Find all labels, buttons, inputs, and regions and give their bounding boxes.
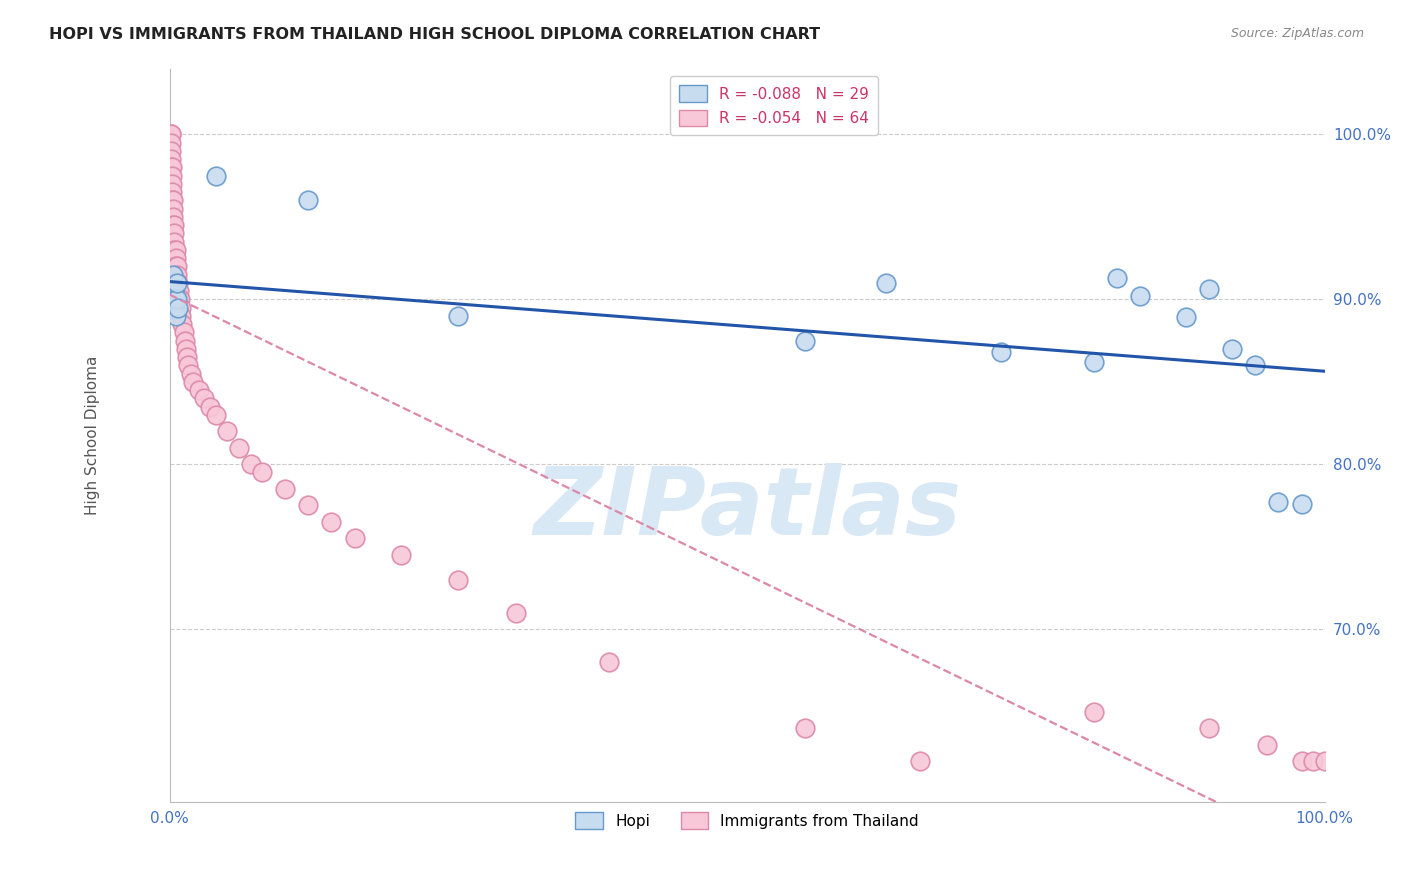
Y-axis label: High School Diploma: High School Diploma <box>86 356 100 515</box>
Point <box>228 441 250 455</box>
Point <box>160 128 183 142</box>
Point <box>166 301 188 315</box>
Legend: Hopi, Immigrants from Thailand: Hopi, Immigrants from Thailand <box>569 806 925 835</box>
Point <box>205 408 228 422</box>
Point <box>166 293 188 307</box>
Point <box>1291 754 1313 768</box>
Point <box>160 169 183 183</box>
Text: Source: ZipAtlas.com: Source: ZipAtlas.com <box>1230 27 1364 40</box>
Point <box>505 606 527 620</box>
Point <box>166 276 188 290</box>
Point <box>1198 721 1220 735</box>
Point <box>160 152 183 166</box>
Point <box>160 276 183 290</box>
Point <box>447 309 470 323</box>
Point <box>274 482 297 496</box>
Point <box>165 251 187 265</box>
Text: HOPI VS IMMIGRANTS FROM THAILAND HIGH SCHOOL DIPLOMA CORRELATION CHART: HOPI VS IMMIGRANTS FROM THAILAND HIGH SC… <box>49 27 820 42</box>
Point <box>162 284 184 298</box>
Point <box>162 202 184 216</box>
Point <box>166 276 188 290</box>
Point <box>177 359 200 373</box>
Point <box>173 334 195 348</box>
Point <box>1198 283 1220 297</box>
Point <box>160 144 183 158</box>
Point <box>162 210 184 224</box>
Point <box>160 161 183 175</box>
Point <box>794 721 817 735</box>
Point <box>162 268 184 282</box>
Point <box>162 301 184 315</box>
Point <box>163 243 186 257</box>
Point <box>198 400 221 414</box>
Point <box>447 573 470 587</box>
Point <box>160 177 183 191</box>
Point <box>160 301 183 315</box>
Point <box>217 424 239 438</box>
Point <box>173 326 195 340</box>
Point <box>166 268 188 282</box>
Point <box>163 284 186 298</box>
Point <box>160 301 183 315</box>
Point <box>163 301 186 315</box>
Point <box>297 194 319 208</box>
Text: ZIPatlas: ZIPatlas <box>533 463 962 555</box>
Point <box>1267 495 1289 509</box>
Point <box>343 532 366 546</box>
Point <box>160 128 183 142</box>
Point <box>297 499 319 513</box>
Point <box>170 301 193 315</box>
Point <box>187 383 209 397</box>
Point <box>162 218 184 232</box>
Point <box>163 235 186 249</box>
Point <box>598 655 620 669</box>
Point <box>181 375 204 389</box>
Point <box>794 334 817 348</box>
Point <box>167 293 190 307</box>
Point <box>160 194 183 208</box>
Point <box>165 260 187 274</box>
Point <box>165 309 187 323</box>
Point <box>170 309 193 323</box>
Point <box>1129 289 1152 303</box>
Point <box>165 243 187 257</box>
Point <box>160 161 183 175</box>
Point <box>160 136 183 150</box>
Point <box>321 515 343 529</box>
Point <box>1083 355 1105 369</box>
Point <box>193 392 215 406</box>
Point <box>166 284 188 298</box>
Point <box>166 276 188 290</box>
Point <box>1105 271 1128 285</box>
Point <box>1244 359 1267 373</box>
Point <box>163 218 186 232</box>
Point <box>166 260 188 274</box>
Point <box>1220 342 1243 356</box>
Point <box>250 466 273 480</box>
Point <box>176 350 198 364</box>
Point <box>1256 738 1278 752</box>
Point <box>1083 705 1105 719</box>
Point <box>160 284 183 298</box>
Point <box>160 185 183 199</box>
Point <box>180 367 202 381</box>
Point <box>174 342 197 356</box>
Point <box>1175 310 1198 325</box>
Point <box>990 345 1012 359</box>
Point <box>162 194 184 208</box>
Point <box>875 276 897 290</box>
Point <box>167 284 190 298</box>
Point <box>1302 754 1324 768</box>
Point <box>389 548 412 562</box>
Point <box>239 457 262 471</box>
Point <box>910 754 932 768</box>
Point <box>165 293 187 307</box>
Point <box>169 293 191 307</box>
Point <box>205 169 228 183</box>
Point <box>172 317 194 331</box>
Point <box>1313 754 1336 768</box>
Point <box>1291 497 1313 511</box>
Point <box>163 227 186 241</box>
